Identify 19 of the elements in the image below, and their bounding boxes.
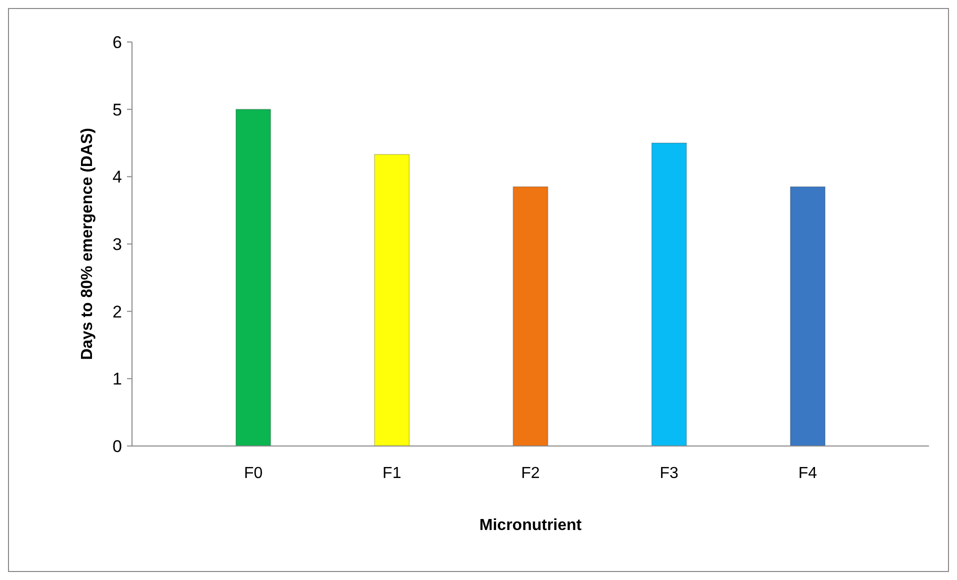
bar [374,154,410,446]
bar [235,108,272,446]
y-tick-label: 0 [112,436,122,456]
x-axis-title: Micronutrient [479,517,582,534]
x-tick-label: F3 [660,465,679,482]
y-tick-label: 1 [112,370,122,389]
x-tick-label: F1 [382,465,402,482]
bar [790,186,826,446]
x-tick-label: F2 [521,465,540,482]
bar [512,186,548,446]
y-tick-label: 2 [112,302,122,322]
y-axis-title: Days to 80% emergence (DAS) [79,128,96,360]
bar [651,142,687,446]
x-tick-label: F0 [244,465,263,482]
y-tick-label: 3 [112,234,122,254]
x-tick-label: F4 [798,465,818,482]
y-tick-label: 4 [112,168,122,187]
y-tick-label: 5 [112,100,122,120]
y-tick-label: 6 [112,32,122,52]
